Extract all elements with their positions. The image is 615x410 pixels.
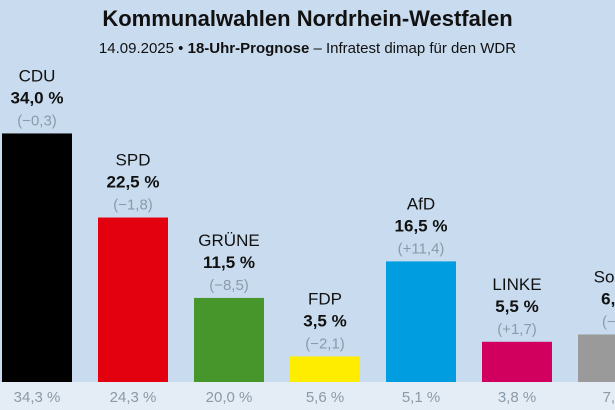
subtitle-separator: • [178, 40, 184, 57]
party-label: CDU [19, 66, 56, 85]
chart-subtitle: 14.09.2025 • 18-Uhr-Prognose – Infratest… [0, 40, 615, 57]
change-label: (−8,5) [209, 277, 249, 294]
value-label: 16,5 % [395, 216, 448, 235]
party-label: LINKE [492, 275, 541, 294]
value-label: 6,5 [601, 289, 615, 308]
party-label: Sons [594, 267, 615, 286]
previous-result-label: 20,0 % [206, 389, 253, 406]
previous-result-label: 24,3 % [110, 389, 157, 406]
value-label: 22,5 % [107, 173, 160, 192]
change-label: (−0 [602, 313, 615, 330]
value-label: 3,5 % [303, 311, 346, 330]
bar-fdp [290, 356, 360, 382]
change-label: (−0,3) [17, 112, 57, 129]
chart-title: Kommunalwahlen Nordrhein-Westfalen [102, 6, 513, 31]
subtitle-source: Infratest dimap für den WDR [325, 40, 517, 57]
bar-afd [386, 261, 456, 382]
previous-result-label: 34,3 % [14, 389, 61, 406]
change-label: (−2,1) [305, 335, 345, 352]
bar-spd [98, 217, 168, 382]
previous-result-label: 5,6 % [306, 389, 344, 406]
party-label: FDP [308, 289, 342, 308]
party-label: SPD [116, 151, 151, 170]
previous-result-label: 5,1 % [402, 389, 440, 406]
party-label: AfD [407, 194, 435, 213]
previous-result-label: 3,8 % [498, 389, 536, 406]
subtitle-date: 14.09.2025 [98, 40, 174, 57]
subtitle-forecast: 18-Uhr-Prognose [187, 40, 310, 57]
previous-result-strip [0, 382, 615, 410]
change-label: (+11,4) [398, 240, 445, 257]
bar-grüne [194, 297, 264, 382]
value-label: 34,0 % [11, 88, 64, 107]
bar-cdu [2, 133, 72, 382]
value-label: 5,5 % [495, 297, 538, 316]
previous-result-label: 7,1 [603, 389, 615, 406]
subtitle-dash: – [313, 40, 322, 57]
change-label: (+1,7) [497, 321, 537, 338]
bar-linke [482, 341, 552, 382]
party-label: GRÜNE [198, 231, 259, 250]
bar-sonst. [578, 334, 615, 382]
change-label: (−1,8) [113, 197, 153, 214]
value-label: 11,5 % [203, 253, 255, 272]
